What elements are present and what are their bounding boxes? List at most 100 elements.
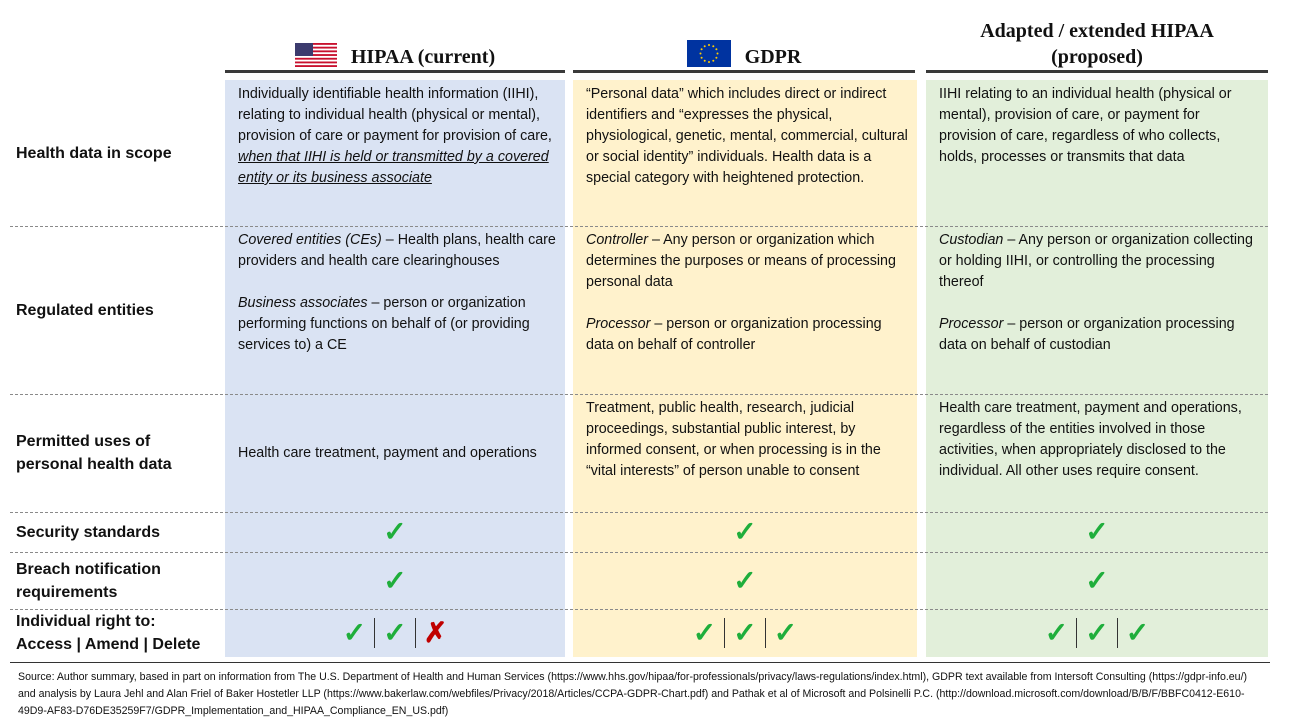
text-run: Health care treatment, payment and opera… bbox=[939, 400, 1242, 479]
column-background bbox=[926, 80, 1268, 657]
paragraph: Business associates – person or organiza… bbox=[238, 293, 557, 356]
status-mark: ✓ bbox=[1085, 564, 1109, 596]
cell: Health care treatment, payment and opera… bbox=[225, 394, 565, 512]
status-mark: ✓ bbox=[733, 516, 757, 547]
header-rule bbox=[573, 70, 915, 73]
row-separator bbox=[10, 552, 1268, 553]
mark-cell: ✓ bbox=[926, 552, 1268, 609]
text-run: IIHI relating to an individual health (p… bbox=[939, 86, 1232, 165]
row-label: Regulated entities bbox=[16, 226, 221, 394]
text-run: Processor bbox=[939, 316, 1004, 332]
header-line: HIPAA (current) bbox=[350, 46, 496, 68]
text-run: Processor bbox=[586, 316, 651, 332]
header-line: (proposed) bbox=[1051, 46, 1143, 68]
status-mark: ✓ bbox=[1076, 618, 1116, 648]
column-header: HIPAA (current) bbox=[225, 14, 565, 70]
mark-cell: ✓ bbox=[573, 552, 917, 609]
source-note: Source: Author summary, based in part on… bbox=[18, 671, 1248, 717]
cell: IIHI relating to an individual health (p… bbox=[926, 80, 1268, 226]
text-run: Health care treatment, payment and opera… bbox=[238, 444, 537, 461]
text-run: Covered entities (CEs) bbox=[238, 232, 382, 248]
text-run: Treatment, public health, research, judi… bbox=[586, 400, 881, 479]
status-mark: ✓ bbox=[764, 618, 805, 648]
header-title: HIPAA (current) bbox=[351, 44, 495, 70]
status-mark: ✓ bbox=[383, 516, 407, 547]
paragraph: Processor – person or organization proce… bbox=[939, 314, 1260, 356]
mark-cell: ✓ ✓ ✓ bbox=[926, 609, 1268, 657]
row-label-line: Regulated entities bbox=[16, 301, 154, 319]
cell: “Personal data” which includes direct or… bbox=[573, 80, 917, 226]
cell: Individually identifiable health informa… bbox=[225, 80, 565, 226]
paragraph: Health care treatment, payment and opera… bbox=[939, 398, 1260, 482]
row-label-line: Access | Amend | Delete bbox=[16, 636, 201, 653]
text-run: when that IIHI is held or transmitted by… bbox=[238, 149, 549, 186]
text-run: – person or organization processing data… bbox=[939, 316, 1235, 353]
row-label: Health data in scope bbox=[16, 80, 221, 226]
cell: Custodian – Any person or organization c… bbox=[926, 226, 1268, 394]
mark-cell: ✓ ✓ ✗ bbox=[225, 609, 565, 657]
paragraph: Individually identifiable health informa… bbox=[238, 84, 557, 189]
cell: Health care treatment, payment and opera… bbox=[926, 394, 1268, 512]
text-run: – Any person or organization which deter… bbox=[586, 232, 896, 290]
cell: Covered entities (CEs) – Health plans, h… bbox=[225, 226, 565, 394]
row-label-line: requirements bbox=[16, 583, 118, 601]
cell: Treatment, public health, research, judi… bbox=[573, 394, 917, 512]
header-title: Adapted / extended HIPAA (proposed) bbox=[980, 18, 1214, 70]
text-run: – person or organization processing data… bbox=[586, 316, 882, 353]
paragraph: Controller – Any person or organization … bbox=[586, 230, 909, 293]
row-label-line: Health data in scope bbox=[16, 144, 172, 162]
paragraph: Covered entities (CEs) – Health plans, h… bbox=[238, 230, 557, 272]
text-run: Business associates bbox=[238, 295, 368, 311]
column-header: Adapted / extended HIPAA (proposed) bbox=[926, 14, 1268, 70]
text-run: Custodian bbox=[939, 232, 1004, 248]
header-title: GDPR bbox=[745, 44, 802, 70]
row-label: Permitted uses of personal health data bbox=[16, 394, 221, 512]
status-mark: ✗ bbox=[414, 618, 455, 648]
row-separator bbox=[10, 394, 1268, 395]
us-flag bbox=[294, 43, 337, 67]
text-run: Controller bbox=[586, 232, 648, 248]
status-mark: ✓ bbox=[692, 617, 717, 648]
header-line: Adapted / extended HIPAA bbox=[980, 20, 1214, 42]
status-mark: ✓ bbox=[1116, 618, 1157, 648]
mark-cell: ✓ ✓ ✓ bbox=[573, 609, 917, 657]
cell: Controller – Any person or organization … bbox=[573, 226, 917, 394]
eu-flag bbox=[686, 40, 731, 67]
mark-cell: ✓ bbox=[573, 512, 917, 552]
status-mark: ✓ bbox=[733, 564, 757, 596]
row-label: Individual right to: Access | Amend | Del… bbox=[16, 609, 221, 657]
row-label-line: Security standards bbox=[16, 523, 161, 541]
column-background bbox=[573, 80, 917, 657]
mark-cell: ✓ bbox=[926, 512, 1268, 552]
paragraph: Health care treatment, payment and opera… bbox=[238, 443, 557, 464]
header-line: GDPR bbox=[744, 46, 802, 68]
text-run: “Personal data” which includes direct or… bbox=[586, 86, 908, 186]
paragraph: “Personal data” which includes direct or… bbox=[586, 84, 909, 189]
row-label-line: personal health data bbox=[16, 456, 172, 473]
row-separator bbox=[10, 512, 1268, 513]
column-header: GDPR bbox=[573, 14, 915, 70]
paragraph: Custodian – Any person or organization c… bbox=[939, 230, 1260, 293]
column-background bbox=[225, 80, 565, 657]
paragraph: Processor – person or organization proce… bbox=[586, 314, 909, 356]
paragraph: IIHI relating to an individual health (p… bbox=[939, 84, 1260, 168]
row-separator bbox=[10, 609, 1268, 610]
row-label: Security standards bbox=[16, 512, 221, 552]
text-run: – person or organization performing func… bbox=[238, 295, 530, 353]
status-mark: ✓ bbox=[724, 618, 764, 648]
text-run: – Any person or organization collecting … bbox=[939, 232, 1253, 290]
row-label-line: Individual right to: bbox=[16, 613, 156, 630]
mark-cell: ✓ bbox=[225, 512, 565, 552]
status-mark: ✓ bbox=[374, 618, 414, 648]
text-run: Individually identifiable health informa… bbox=[238, 86, 552, 144]
text-run: – Health plans, health care providers an… bbox=[238, 232, 556, 269]
header-rule bbox=[225, 70, 565, 73]
paragraph: Treatment, public health, research, judi… bbox=[586, 398, 909, 482]
row-label: Breach notification requirements bbox=[16, 552, 221, 609]
status-mark: ✓ bbox=[342, 617, 367, 648]
footer-rule bbox=[10, 662, 1270, 663]
status-mark: ✓ bbox=[1085, 516, 1109, 547]
status-mark: ✓ bbox=[1044, 617, 1069, 648]
row-label-line: Breach notification bbox=[16, 560, 161, 578]
